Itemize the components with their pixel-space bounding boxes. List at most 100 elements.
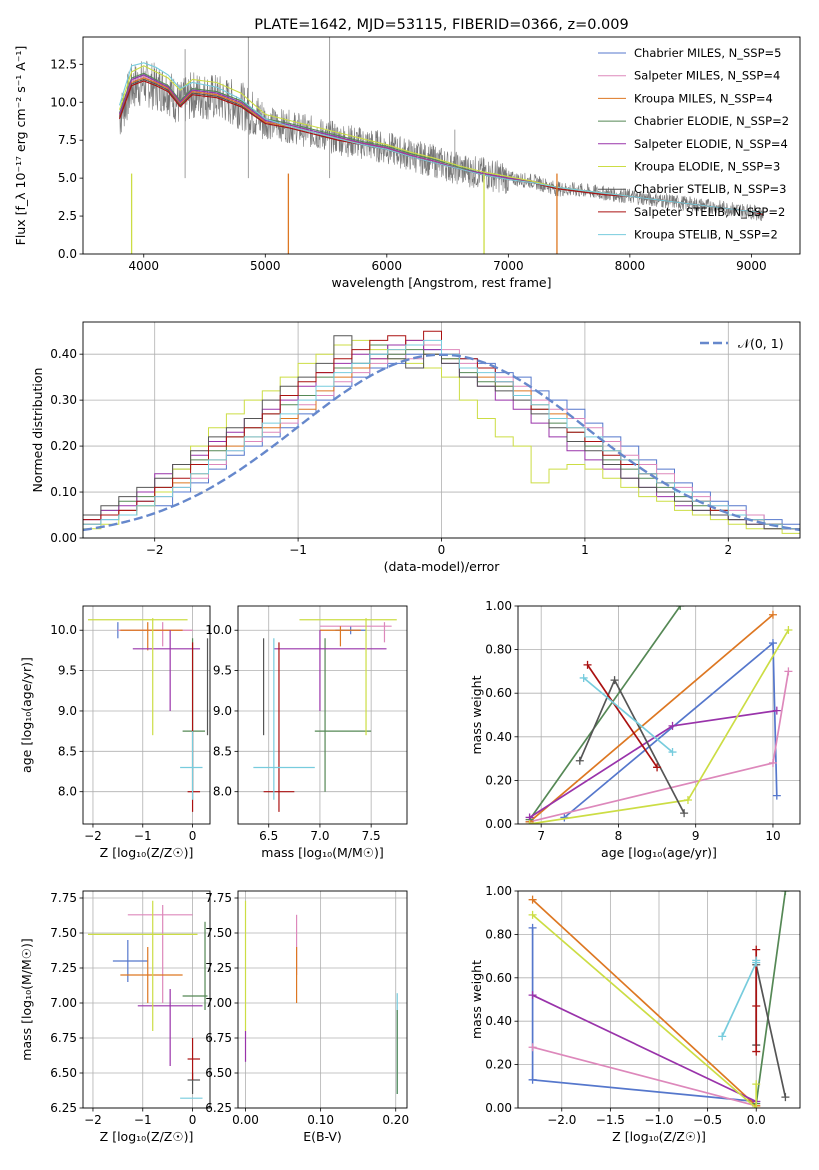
y-tick-label: 0.20 (485, 1058, 512, 1072)
axes-frame (82, 605, 211, 825)
y-tick-label: 0.40 (485, 1014, 512, 1028)
axes-frame (237, 890, 408, 1109)
weight-marker (528, 1043, 537, 1052)
mass-vs-extinction-axes: 0.00 0.10 0.20 6.25 6.50 6.75 7.00 7.25 7.50 7.75… (205, 890, 409, 1144)
y-tick-label: 12.5 (50, 57, 77, 71)
y-tick-label: 9.0 (58, 704, 77, 718)
axes-frame (517, 605, 801, 825)
x-tick-label: 6000 (372, 259, 403, 273)
x-tick-label: −1 (134, 829, 152, 843)
spectrum-axes: 4000 5000 6000 7000 8000 9000 0.0 2.5 5.0 7.5 10.0… (13, 17, 801, 290)
x-axis-label: E(B-V) (303, 1129, 342, 1144)
y-tick-label: 0.0 (58, 247, 77, 261)
weight-line (532, 899, 757, 1107)
x-tick-label: 7.0 (310, 829, 329, 843)
y-tick-label: 7.25 (50, 961, 77, 975)
x-tick-label: −2.0 (547, 1113, 576, 1127)
y-tick-label: 0.60 (485, 971, 512, 985)
y-tick-label: 10.0 (50, 95, 77, 109)
legend-label: 𝒩(0, 1) (738, 336, 784, 351)
x-tick-label: 10 (765, 829, 780, 843)
x-tick-label: 0 (189, 829, 197, 843)
weight-marker (528, 1075, 537, 1084)
x-tick-label: −1.0 (644, 1113, 673, 1127)
y-tick-label: 0.00 (485, 817, 512, 831)
legend-label: Kroupa ELODIE, N_SSP=3 (634, 160, 780, 174)
y-tick-label: 7.00 (50, 996, 77, 1010)
x-tick-label: −2 (146, 543, 164, 557)
x-tick-label: 7.5 (362, 829, 381, 843)
weight-marker (610, 676, 619, 685)
y-axis-label: Flux [f_λ 10⁻¹⁷ erg cm⁻² s⁻¹ A⁻¹] (13, 46, 28, 246)
weight-marker (676, 606, 685, 610)
x-tick-label: 8 (615, 829, 623, 843)
weight-line (586, 664, 658, 768)
x-tick-label: 2 (724, 543, 732, 557)
y-tick-label: 7.5 (58, 133, 77, 147)
model-spectrum-line (118, 62, 764, 214)
axes-frame (517, 890, 801, 1109)
weight-marker (752, 1047, 761, 1056)
plot-area (87, 900, 208, 1099)
x-tick-label: −1 (289, 543, 307, 557)
x-tick-label: 9000 (736, 259, 767, 273)
y-axis-label: mass [log₁₀(M/M☉)] (19, 938, 34, 1060)
x-tick-label: 8000 (615, 259, 646, 273)
y-tick-label: 2.5 (58, 209, 77, 223)
axes-frame (237, 605, 408, 825)
weight-line (529, 709, 777, 819)
histogram-step (83, 339, 800, 538)
weight-line (563, 641, 778, 819)
x-axis-label: mass [log₁₀(M/M☉)] (261, 845, 383, 860)
weight-marker (718, 1032, 727, 1041)
weight-line (721, 960, 758, 1037)
x-tick-label: 9 (692, 829, 700, 843)
legend-label: Chabrier MILES, N_SSP=5 (634, 46, 781, 60)
y-tick-label: 8.5 (213, 744, 232, 758)
legend-label: Salpeter STELIB, N_SSP=2 (634, 205, 785, 219)
plot-area (83, 330, 800, 538)
plot-area (244, 900, 398, 1094)
mass-vs-metallicity-axes: −2 −1 0 6.25 6.50 6.75 7.00 7.25 7.50 7.75 Z [log₁… (19, 890, 211, 1144)
axes-frame (82, 321, 801, 539)
y-tick-label: 0.30 (50, 393, 77, 407)
legend-label: Chabrier ELODIE, N_SSP=2 (634, 114, 789, 128)
x-tick-label: 0.20 (382, 1113, 409, 1127)
y-tick-label: 0.80 (485, 643, 512, 657)
y-tick-label: 0.80 (485, 927, 512, 941)
plot-area (253, 618, 397, 812)
y-tick-label: 6.75 (50, 1031, 77, 1045)
weight-marker (668, 721, 677, 730)
weight-line (532, 914, 758, 1108)
axes-frame (82, 36, 801, 255)
x-tick-label: 0.10 (307, 1113, 334, 1127)
y-tick-label: 7.50 (50, 926, 77, 940)
y-tick-label: 10.0 (50, 623, 77, 637)
x-tick-label: 5000 (250, 259, 281, 273)
legend-label: Kroupa MILES, N_SSP=4 (634, 91, 773, 105)
y-tick-label: 6.50 (50, 1066, 77, 1080)
weight-marker (752, 1080, 761, 1089)
y-tick-label: 7.75 (50, 891, 77, 905)
y-tick-label: 10.0 (205, 623, 232, 637)
legend-label: Salpeter ELODIE, N_SSP=4 (634, 137, 788, 151)
x-tick-label: 7 (537, 829, 545, 843)
weight-marker (752, 956, 761, 965)
weight-marker (784, 667, 793, 676)
weight-line (583, 677, 674, 753)
y-tick-label: 0.20 (50, 439, 77, 453)
x-axis-label: wavelength [Angstrom, rest frame] (331, 275, 551, 290)
weight-line (529, 614, 774, 823)
weight-marker (560, 813, 569, 822)
x-tick-label: 0.00 (232, 1113, 259, 1127)
weight-marker (752, 1002, 761, 1011)
weight-marker (525, 820, 534, 824)
y-tick-label: 0.00 (485, 1101, 512, 1115)
residuals-axes: −2 −1 0 1 2 0.00 0.10 0.20 0.30 0.40 (data-model)/… (30, 321, 801, 574)
y-tick-label: 8.5 (58, 744, 77, 758)
weight-marker (781, 1093, 790, 1102)
y-axis-label: Normed distribution (30, 368, 45, 493)
x-tick-label: −2 (84, 829, 102, 843)
y-tick-label: 9.5 (213, 664, 232, 678)
